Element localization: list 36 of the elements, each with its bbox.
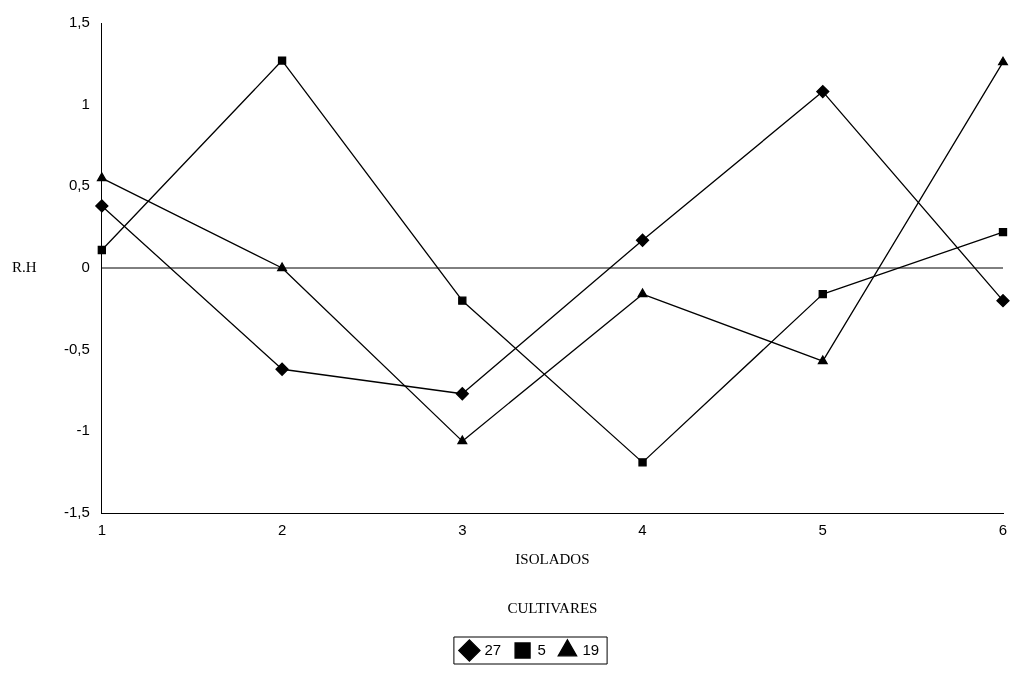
point [998,227,1008,237]
y-tick-label: -1 [76,421,90,439]
point [638,458,647,467]
point [998,56,1008,66]
y-tick-label: 0 [81,258,90,276]
point [96,172,107,182]
y-tick-label: -1,5 [63,503,90,521]
legend-label: 27 [484,640,502,658]
point [996,294,1010,308]
x-tick-label: 1 [97,521,107,539]
y-tick-label: 1,5 [68,13,90,31]
point [816,84,830,99]
x-axis-title: ISOLADOS [515,550,590,567]
legend-label: 19 [582,640,600,658]
point [275,362,289,376]
x-tick-label: 5 [818,521,827,539]
legend-label: 5 [537,640,546,658]
point [818,289,827,299]
point [95,199,109,213]
point [97,245,107,255]
y-tick-label: -0,5 [63,339,90,357]
text: CULTIVARES [507,599,598,616]
x-tick-label: 3 [458,521,467,539]
point [817,355,828,365]
point [457,435,468,445]
y-tick-label: 0,5 [68,176,90,194]
point [635,233,650,247]
point [458,296,467,305]
point [277,56,287,65]
y-axis-title: R.H [12,258,37,275]
point [637,288,648,298]
x-tick-label: 6 [998,521,1008,539]
y-tick-label: 1 [81,94,90,112]
x-tick-label: 2 [277,521,287,539]
x-tick-label: 4 [638,521,647,539]
point [455,387,469,401]
